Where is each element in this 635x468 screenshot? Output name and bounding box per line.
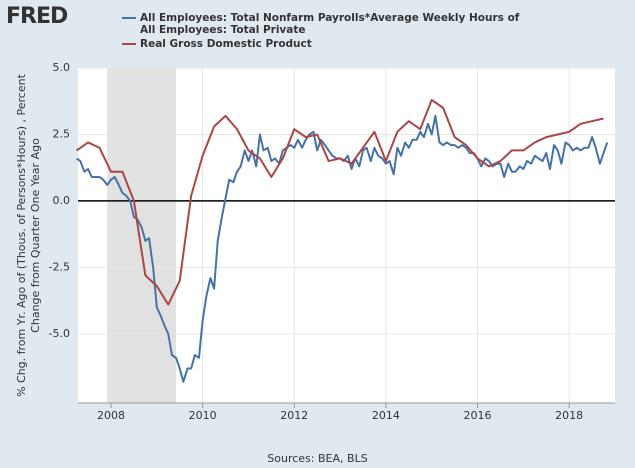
recession-band [107,68,177,403]
legend-label: Real Gross Domestic Product [140,38,312,50]
x-tick-label: 2008 [97,409,125,422]
source: Sources: BEA, BLS [267,452,368,465]
legend-entry: All Employees: Total Nonfarm Payrolls*Av… [120,12,530,36]
y-axis-label: % Chg. from Yr. Ago of (Thous. of Person… [15,73,42,397]
y-tick-label: 0.0 [53,194,71,207]
legend-swatch [122,17,136,19]
legend-label: All Employees: Total Nonfarm Payrolls*Av… [140,12,520,36]
y-tick-label: -2.5 [49,260,70,273]
legend-entry: Real Gross Domestic Product [120,38,530,50]
x-tick-label: 2016 [464,409,492,422]
y-tick-label: 2.5 [53,127,71,140]
x-tick-label: 2018 [555,409,583,422]
y-axis-label-line: Change from Quarter One Year Ago [29,138,42,333]
x-tick-label: 2014 [372,409,400,422]
logo: FRED [6,4,68,29]
y-tick-label: -5.0 [49,327,70,340]
legend-swatch [122,43,136,45]
y-axis-label-line: % Chg. from Yr. Ago of (Thous. of Person… [15,73,28,397]
x-tick-label: 2010 [189,409,217,422]
x-tick-label: 2012 [280,409,308,422]
series-line [76,98,604,306]
y-tick-label: 5.0 [53,61,71,74]
